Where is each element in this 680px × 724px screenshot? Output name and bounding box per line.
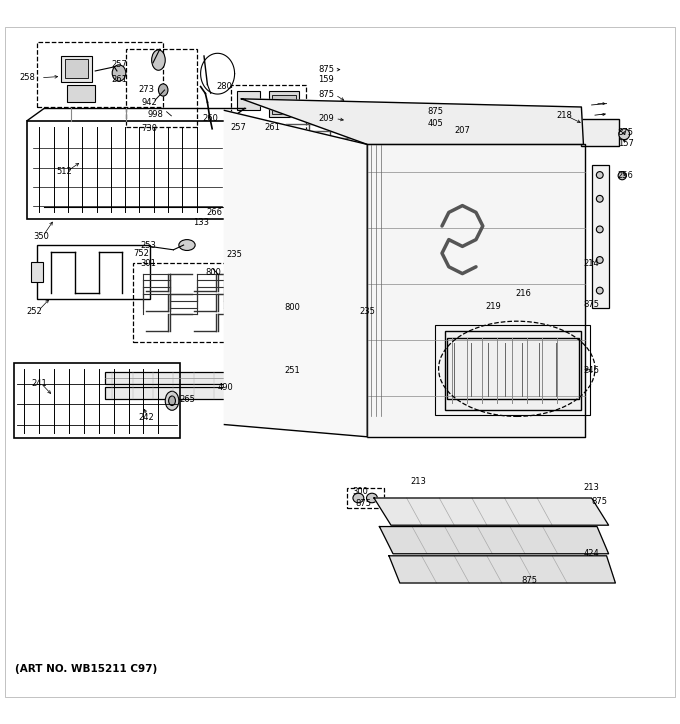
Bar [37, 43, 163, 107]
Polygon shape [367, 144, 585, 437]
Text: 875: 875 [318, 90, 335, 99]
Bar [231, 85, 306, 136]
Text: 273: 273 [138, 85, 154, 95]
Ellipse shape [169, 396, 175, 405]
Bar [133, 264, 303, 342]
Ellipse shape [596, 256, 603, 264]
Bar [581, 119, 619, 146]
Text: 875: 875 [427, 107, 443, 117]
Bar [435, 325, 590, 415]
Bar [237, 91, 260, 110]
Bar [126, 49, 197, 127]
Text: 261: 261 [264, 123, 280, 132]
Bar [269, 91, 299, 117]
Text: 214: 214 [583, 259, 600, 268]
Text: 241: 241 [31, 379, 48, 388]
Text: 730: 730 [141, 125, 158, 133]
Ellipse shape [596, 226, 603, 233]
Text: 350: 350 [33, 232, 49, 240]
Text: 159: 159 [318, 75, 335, 83]
Polygon shape [241, 99, 583, 144]
Text: 253: 253 [140, 240, 156, 250]
Ellipse shape [112, 65, 126, 81]
Bar [14, 363, 180, 438]
Bar [27, 121, 228, 219]
Ellipse shape [152, 50, 165, 70]
Bar [445, 332, 581, 410]
Text: 998: 998 [147, 110, 163, 119]
Text: 875: 875 [356, 499, 372, 508]
Bar [105, 371, 282, 384]
Bar [65, 59, 88, 78]
Text: 257: 257 [230, 123, 246, 132]
Bar [347, 488, 384, 508]
Ellipse shape [618, 172, 626, 180]
Text: 209: 209 [318, 114, 335, 123]
Ellipse shape [158, 84, 168, 96]
Text: 216: 216 [515, 290, 532, 298]
Text: 752: 752 [133, 249, 149, 258]
Text: 942: 942 [141, 98, 158, 106]
Text: 252: 252 [26, 306, 42, 316]
Text: 213: 213 [410, 476, 426, 486]
Text: 800: 800 [284, 303, 301, 312]
Ellipse shape [353, 493, 364, 502]
Text: 257: 257 [111, 59, 127, 69]
Text: 261: 261 [111, 75, 127, 84]
Text: (ART NO. WB15211 C97): (ART NO. WB15211 C97) [15, 665, 157, 674]
Text: 157: 157 [617, 138, 634, 148]
Text: 875: 875 [617, 127, 634, 137]
Text: 246: 246 [583, 366, 600, 374]
Polygon shape [379, 526, 609, 554]
Bar [592, 165, 609, 308]
Ellipse shape [179, 240, 195, 251]
Text: 251: 251 [284, 366, 301, 374]
Ellipse shape [596, 195, 603, 202]
Ellipse shape [165, 391, 179, 411]
Bar [447, 338, 579, 400]
Bar [37, 245, 150, 300]
Text: 424: 424 [583, 550, 600, 558]
Text: 258: 258 [19, 73, 35, 83]
Polygon shape [389, 556, 615, 583]
Text: 875: 875 [521, 576, 537, 586]
Text: 256: 256 [617, 170, 634, 180]
Text: 219: 219 [485, 302, 501, 311]
Text: 266: 266 [206, 208, 222, 217]
Text: 300: 300 [352, 487, 369, 496]
Text: 280: 280 [216, 82, 233, 91]
Text: 218: 218 [556, 111, 573, 120]
Text: 875: 875 [583, 300, 600, 308]
Bar [67, 85, 95, 102]
Text: 213: 213 [583, 484, 600, 492]
Bar [272, 95, 296, 114]
Text: 260: 260 [203, 114, 219, 123]
Text: 875: 875 [592, 497, 608, 506]
Text: 265: 265 [179, 395, 195, 404]
Bar [31, 262, 43, 282]
Text: 133: 133 [192, 218, 209, 227]
Ellipse shape [619, 129, 630, 140]
Polygon shape [374, 498, 609, 525]
Text: 490: 490 [218, 383, 234, 392]
Text: 235: 235 [226, 250, 243, 259]
Text: 405: 405 [427, 119, 443, 128]
Text: 242: 242 [138, 413, 154, 422]
Polygon shape [224, 110, 367, 437]
Text: 800: 800 [205, 268, 221, 277]
Text: 875: 875 [318, 65, 335, 74]
Ellipse shape [596, 172, 603, 178]
Bar [105, 387, 282, 400]
Ellipse shape [367, 493, 377, 502]
Text: 301: 301 [140, 259, 156, 268]
Ellipse shape [596, 287, 603, 294]
Bar [61, 56, 92, 82]
Text: 207: 207 [454, 126, 471, 135]
Text: 235: 235 [359, 306, 375, 316]
Text: 512: 512 [56, 167, 73, 176]
